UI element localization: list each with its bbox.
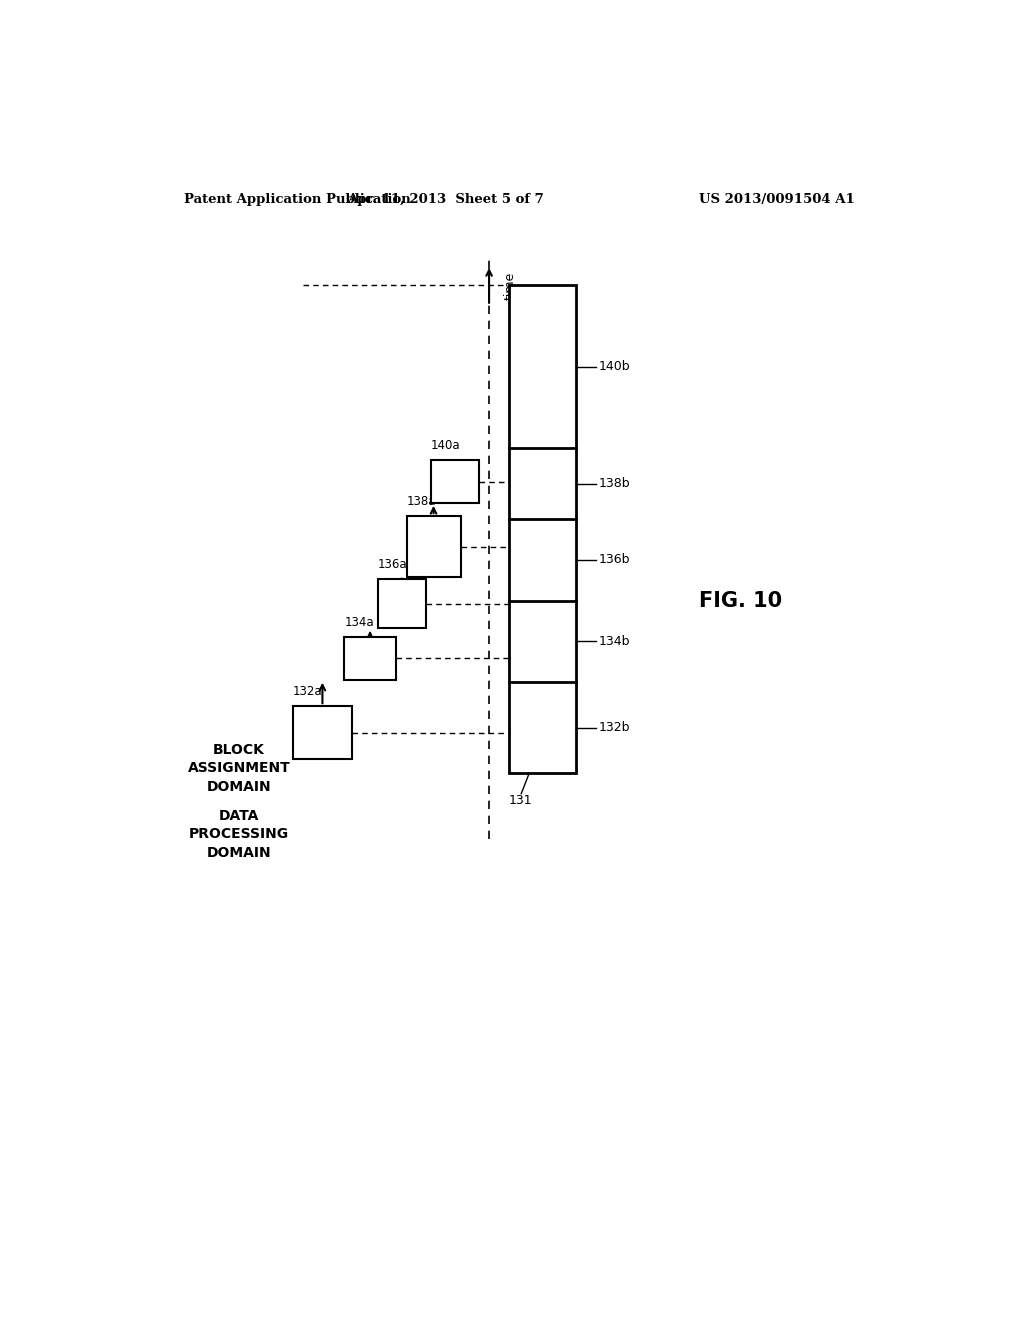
Text: 134b: 134b bbox=[599, 635, 630, 648]
Text: FIG. 10: FIG. 10 bbox=[699, 590, 782, 611]
Bar bbox=[431, 461, 479, 503]
Text: 138a: 138a bbox=[407, 495, 436, 508]
Text: 132a: 132a bbox=[293, 685, 323, 698]
Text: 134a: 134a bbox=[344, 616, 374, 630]
Text: 140a: 140a bbox=[431, 440, 461, 453]
Bar bbox=[293, 706, 352, 759]
Bar bbox=[344, 638, 396, 680]
Bar bbox=[407, 516, 461, 577]
Bar bbox=[378, 579, 426, 628]
Text: 136b: 136b bbox=[599, 553, 630, 566]
Text: 131: 131 bbox=[508, 793, 531, 807]
Text: 132b: 132b bbox=[599, 721, 630, 734]
Text: DATA
PROCESSING
DOMAIN: DATA PROCESSING DOMAIN bbox=[189, 809, 289, 859]
Text: 136a: 136a bbox=[378, 558, 408, 572]
Text: Patent Application Publication: Patent Application Publication bbox=[183, 193, 411, 206]
Text: 140b: 140b bbox=[599, 360, 630, 374]
Text: 138b: 138b bbox=[599, 477, 630, 490]
Text: time: time bbox=[504, 272, 516, 300]
Text: BLOCK
ASSIGNMENT
DOMAIN: BLOCK ASSIGNMENT DOMAIN bbox=[187, 743, 291, 793]
Text: US 2013/0091504 A1: US 2013/0091504 A1 bbox=[699, 193, 855, 206]
Bar bbox=[509, 285, 577, 774]
Text: Apr. 11, 2013  Sheet 5 of 7: Apr. 11, 2013 Sheet 5 of 7 bbox=[347, 193, 544, 206]
